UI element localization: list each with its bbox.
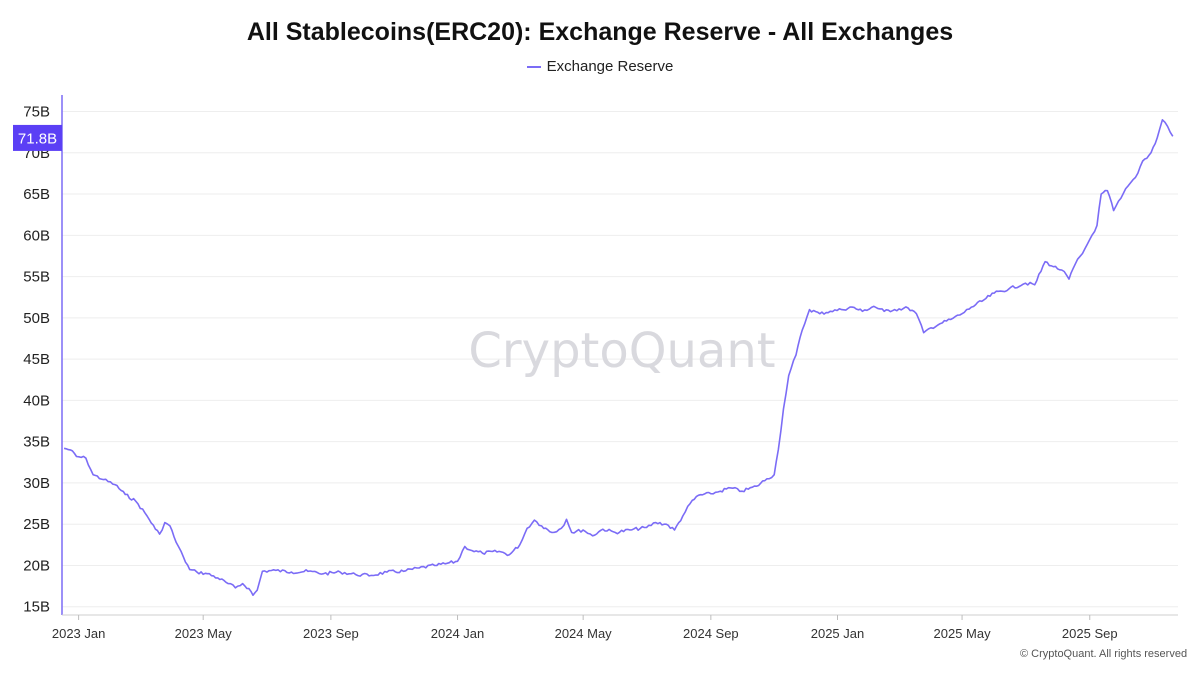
series-layer (63, 119, 1174, 596)
x-axis: 2023 Jan 2023 May 2023 Sep 2024 Jan 2024 May… (52, 614, 1178, 641)
y-tick-label: 25B (23, 516, 50, 533)
exchange-reserve-line[interactable] (63, 119, 1174, 596)
x-tick-label: 2025 Sep (1062, 626, 1118, 641)
y-tick-label: 35B (23, 434, 50, 451)
chart-title: All Stablecoins(ERC20): Exchange Reserve… (246, 18, 954, 46)
y-tick-label: 15B (23, 599, 50, 616)
x-tick-label: 2025 Jan (811, 626, 865, 641)
x-tick-label: 2024 May (555, 626, 613, 641)
y-tick-label: 40B (23, 392, 50, 409)
x-tick-label: 2023 Sep (303, 626, 359, 641)
y-tick-label: 20B (23, 557, 50, 574)
legend-label: Exchange Reserve (546, 58, 674, 75)
y-tick-label: 75B (23, 104, 50, 121)
x-tick-label: 2024 Jan (431, 626, 485, 641)
current-value-label: 71.8B (18, 130, 57, 147)
current-value-badge-bg (13, 124, 62, 151)
y-tick-label: 50B (23, 310, 50, 327)
x-tick-label: 2024 Sep (683, 626, 739, 641)
copyright-notice: © CryptoQuant. All rights reserved (1020, 648, 1188, 660)
legend-swatch (526, 65, 541, 68)
y-tick-label: 55B (23, 269, 50, 286)
x-tick-label: 2023 Jan (52, 626, 106, 641)
x-tick-label: 2025 May (934, 626, 992, 641)
x-tick-label: 2023 May (175, 626, 233, 641)
gridlines (62, 111, 1178, 608)
y-tick-label: 65B (23, 186, 50, 203)
current-value-badge: 71.8B (13, 124, 62, 151)
legend[interactable]: Exchange Reserve (0, 58, 1200, 75)
y-tick-label: 30B (23, 475, 50, 492)
y-tick-label: 60B (23, 227, 50, 244)
y-tick-label: 45B (23, 351, 50, 368)
watermark: CryptoQuant (468, 323, 775, 379)
